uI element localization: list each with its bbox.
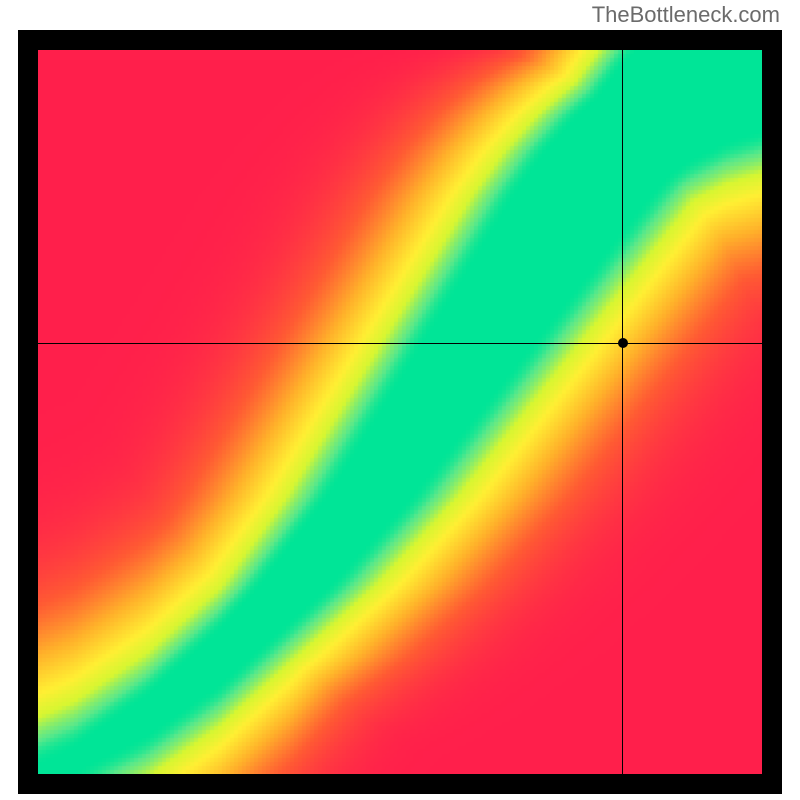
crosshair-horizontal-line [38, 343, 762, 344]
crosshair-marker-dot [618, 338, 628, 348]
chart-container: TheBottleneck.com [0, 0, 800, 800]
crosshair-vertical-line [622, 50, 623, 774]
watermark-text: TheBottleneck.com [592, 2, 780, 28]
heatmap-canvas [38, 50, 762, 774]
